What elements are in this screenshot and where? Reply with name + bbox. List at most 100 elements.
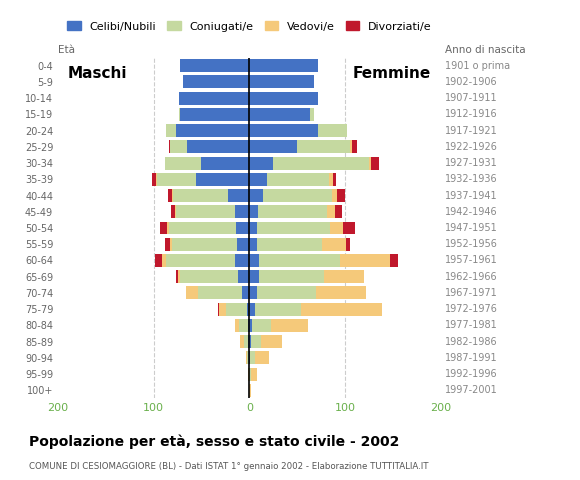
Bar [237,238,249,251]
Bar [318,124,347,137]
Bar [219,303,226,316]
Bar [352,140,357,153]
Bar [155,254,162,267]
Text: 1932-1936: 1932-1936 [445,174,497,184]
Bar [255,303,301,316]
Text: 1987-1991: 1987-1991 [445,353,497,363]
Text: 1982-1986: 1982-1986 [445,336,497,347]
Text: 1967-1971: 1967-1971 [445,288,498,298]
Bar [249,319,252,332]
Bar [301,303,382,316]
Text: COMUNE DI CESIOMAGGIORE (BL) - Dati ISTAT 1° gennaio 2002 - Elaborazione TUTTITA: COMUNE DI CESIOMAGGIORE (BL) - Dati ISTA… [29,462,429,471]
Bar [249,270,259,283]
Bar [179,92,249,105]
Bar [196,173,249,186]
Bar [249,173,267,186]
Bar [169,140,170,153]
Bar [257,221,330,235]
Bar [297,140,350,153]
Text: 1907-1911: 1907-1911 [445,93,497,103]
Text: 1992-1996: 1992-1996 [445,369,497,379]
Bar [333,173,336,186]
Text: 1942-1946: 1942-1946 [445,207,497,217]
Bar [259,254,340,267]
Bar [249,351,251,364]
Legend: Celibi/Nubili, Coniugati/e, Vedovi/e, Divorziati/e: Celibi/Nubili, Coniugati/e, Vedovi/e, Di… [65,19,434,34]
Bar [258,205,327,218]
Text: 1947-1951: 1947-1951 [445,223,498,233]
Bar [180,270,238,283]
Text: 1937-1941: 1937-1941 [445,191,497,201]
Bar [157,173,196,186]
Bar [249,108,310,121]
Bar [350,140,352,153]
Bar [201,156,249,169]
Bar [248,335,249,348]
Bar [167,221,169,235]
Bar [335,205,342,218]
Bar [251,335,261,348]
Bar [245,351,248,364]
Bar [170,140,187,153]
Text: 1927-1931: 1927-1931 [445,158,498,168]
Bar [371,156,379,169]
Bar [236,221,249,235]
Bar [249,140,297,153]
Bar [249,156,273,169]
Bar [249,238,257,251]
Bar [259,270,324,283]
Bar [183,75,249,88]
Bar [244,335,248,348]
Bar [171,205,175,218]
Bar [249,335,251,348]
Bar [218,303,219,316]
Bar [198,287,242,300]
Bar [267,173,329,186]
Bar [239,319,248,332]
Bar [169,221,236,235]
Bar [343,221,355,235]
Bar [176,124,249,137]
Bar [180,59,249,72]
Bar [152,173,155,186]
Text: 1962-1966: 1962-1966 [445,272,497,282]
Bar [172,238,237,251]
Bar [338,189,345,202]
Bar [238,270,249,283]
Bar [162,254,166,267]
Bar [226,303,248,316]
Bar [180,108,249,121]
Text: 1912-1916: 1912-1916 [445,109,497,120]
Bar [249,75,314,88]
Bar [249,124,318,137]
Bar [235,254,249,267]
Bar [271,319,308,332]
Bar [369,156,371,169]
Bar [327,205,335,218]
Text: 1957-1961: 1957-1961 [445,255,498,265]
Bar [161,221,167,235]
Bar [252,319,271,332]
Bar [249,221,257,235]
Bar [249,92,318,105]
Text: 1917-1921: 1917-1921 [445,126,498,136]
Bar [166,254,235,267]
Text: 1952-1956: 1952-1956 [445,239,498,249]
Text: Maschi: Maschi [67,66,127,81]
Bar [273,156,369,169]
Bar [175,205,176,218]
Bar [235,205,249,218]
Bar [248,368,249,381]
Bar [329,173,333,186]
Bar [165,238,170,251]
Bar [249,303,255,316]
Bar [179,108,180,121]
Text: 1997-2001: 1997-2001 [445,385,498,396]
Bar [390,254,398,267]
Bar [330,221,343,235]
Bar [229,189,249,202]
Bar [310,108,314,121]
Bar [186,287,198,300]
Bar [176,270,177,283]
Bar [240,335,244,348]
